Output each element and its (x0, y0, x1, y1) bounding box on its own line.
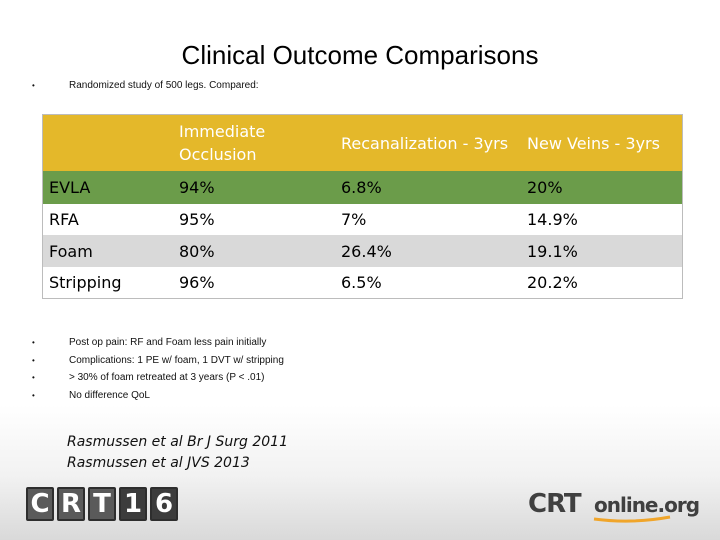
logo-online-text: online.org (594, 493, 700, 517)
swoosh-icon (593, 515, 671, 523)
note-text: Post op pain: RF and Foam less pain init… (69, 337, 267, 349)
table-row: EVLA 94% 6.8% 20% (43, 171, 682, 204)
table-cell: 19.1% (527, 241, 578, 261)
reference-line: Rasmussen et al Br J Surg 2011 (67, 434, 288, 450)
outcome-table: Immediate Occlusion Recanalization - 3yr… (42, 114, 683, 299)
logo-letter: 1 (119, 487, 147, 521)
table-cell: 7% (341, 210, 367, 229)
logo-letter: R (57, 487, 85, 521)
table-cell: 94% (179, 178, 215, 197)
table-row: Foam 80% 26.4% 19.1% (43, 235, 682, 267)
header-recanalization: Recanalization - 3yrs (341, 133, 509, 153)
bullet-icon: • (32, 81, 35, 90)
note-text: No difference QoL (69, 389, 150, 401)
table-row: Stripping 96% 6.5% 20.2% (43, 267, 682, 298)
bullet-icon: • (32, 373, 35, 383)
row-label: Foam (49, 241, 93, 261)
table-cell: 14.9% (527, 210, 578, 229)
intro-bullet: • Randomized study of 500 legs. Compared… (32, 80, 259, 91)
logo-letter: T (88, 487, 116, 521)
crt16-logo: C R T 1 6 (26, 487, 178, 521)
bullet-icon: • (32, 338, 35, 348)
slide-title: Clinical Outcome Comparisons (181, 40, 539, 70)
logo-letter: C (26, 487, 54, 521)
row-label: Stripping (49, 273, 122, 292)
header-cell-empty (43, 115, 173, 171)
bullet-icon: • (32, 355, 35, 365)
note-text: > 30% of foam retreated at 3 years (P < … (69, 372, 265, 384)
list-item: • No difference QoL (32, 387, 284, 405)
header-new-veins: New Veins - 3yrs (527, 133, 660, 153)
references: Rasmussen et al Br J Surg 2011 Rasmussen… (67, 432, 288, 474)
logo-letter: 6 (150, 487, 178, 521)
logo-crt-text: CRT (528, 489, 582, 519)
table-cell: 6.8% (341, 178, 382, 197)
list-item: • > 30% of foam retreated at 3 years (P … (32, 369, 284, 387)
reference-line: Rasmussen et al JVS 2013 (67, 455, 250, 471)
row-label: RFA (49, 210, 79, 229)
note-text: Complications: 1 PE w/ foam, 1 DVT w/ st… (69, 354, 284, 366)
table-cell: 6.5% (341, 273, 382, 292)
table-cell: 96% (179, 273, 215, 292)
list-item: • Complications: 1 PE w/ foam, 1 DVT w/ … (32, 352, 284, 370)
list-item: • Post op pain: RF and Foam less pain in… (32, 334, 284, 352)
bullet-icon: • (32, 390, 35, 400)
header-immediate-occlusion: Immediate Occlusion (179, 122, 266, 164)
notes-list: • Post op pain: RF and Foam less pain in… (32, 334, 284, 404)
crtonline-logo: CRT online.org (528, 485, 700, 525)
table-cell: 20% (527, 178, 563, 197)
table-cell: 20.2% (527, 273, 578, 292)
intro-text: Randomized study of 500 legs. Compared: (69, 80, 259, 91)
table-row: RFA 95% 7% 14.9% (43, 204, 682, 235)
table-cell: 95% (179, 210, 215, 229)
table-cell: 80% (179, 241, 215, 261)
table-header-row: Immediate Occlusion Recanalization - 3yr… (43, 115, 682, 171)
table-cell: 26.4% (341, 241, 392, 261)
row-label: EVLA (49, 178, 91, 197)
